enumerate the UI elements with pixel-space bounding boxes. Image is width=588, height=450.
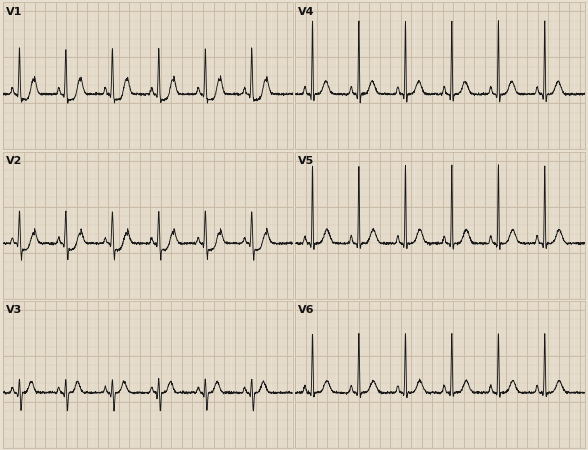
Text: V5: V5 [298,156,315,166]
Text: V2: V2 [6,156,22,166]
Text: V1: V1 [6,7,22,17]
Text: V6: V6 [298,305,315,315]
Text: V3: V3 [6,305,22,315]
Text: V4: V4 [298,7,315,17]
